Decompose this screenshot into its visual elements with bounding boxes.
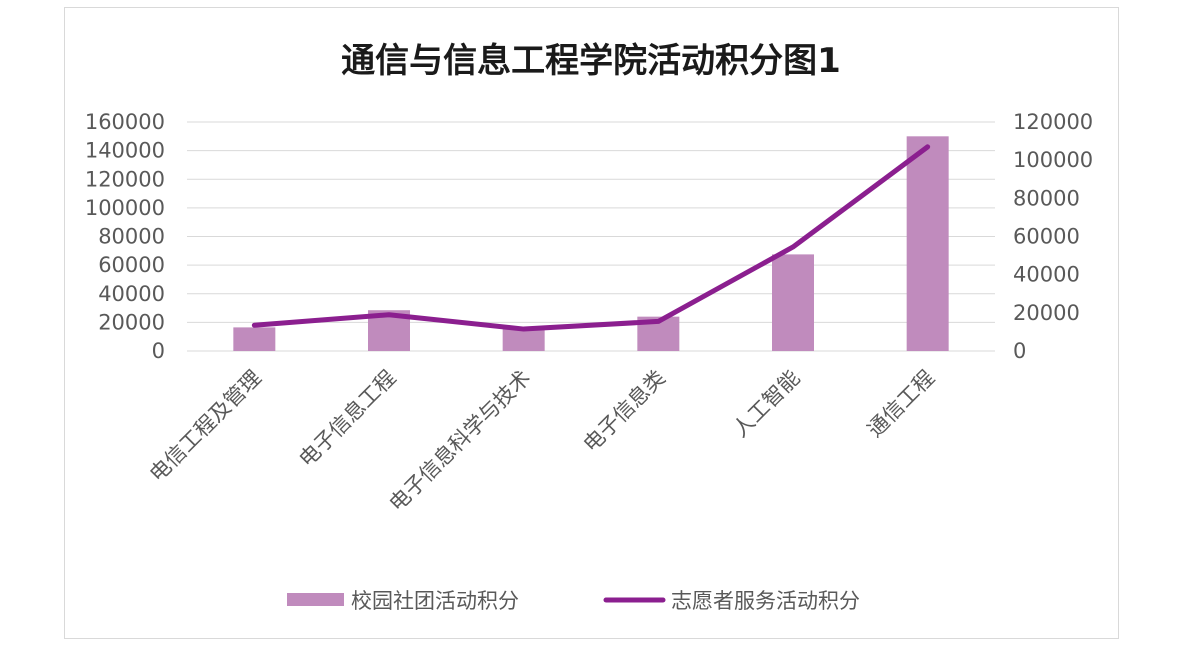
category-label: 通信工程	[863, 366, 939, 442]
bar	[772, 254, 814, 351]
right-axis-ticks: 120000 100000 80000 60000 40000 20000 0	[1013, 110, 1093, 363]
legend-label-bar: 校园社团活动积分	[351, 589, 519, 613]
legend: 校园社团活动积分 志愿者服务活动积分	[287, 589, 860, 613]
bar	[502, 327, 545, 351]
legend-label-line: 志愿者服务活动积分	[671, 589, 860, 613]
left-tick-label: 60000	[98, 253, 165, 277]
right-tick-label: 20000	[1013, 301, 1080, 325]
left-tick-label: 100000	[85, 196, 165, 220]
right-tick-label: 100000	[1013, 148, 1093, 172]
right-tick-label: 80000	[1013, 186, 1080, 210]
left-tick-label: 40000	[98, 282, 165, 306]
chart-frame: 通信与信息工程学院活动积分图1 160000 140000 120000 100000…	[64, 7, 1119, 639]
right-tick-label: 60000	[1013, 225, 1080, 249]
left-tick-label: 140000	[85, 139, 165, 163]
line-path	[251, 144, 931, 332]
bar	[906, 136, 949, 351]
category-label: 电子信息工程	[294, 366, 400, 472]
left-tick-label: 160000	[85, 110, 165, 134]
legend-swatch-bar	[287, 593, 344, 606]
category-label: 电信工程及管理	[145, 366, 266, 487]
left-tick-label: 120000	[85, 167, 165, 191]
category-label: 电子信息科学与技术	[385, 366, 536, 517]
left-tick-label: 20000	[98, 310, 165, 334]
left-tick-label: 0	[152, 339, 165, 363]
chart-title: 通信与信息工程学院活动积分图1	[341, 41, 841, 81]
gridlines	[187, 121, 995, 352]
right-tick-label: 120000	[1013, 110, 1093, 134]
category-label: 电子信息类	[579, 366, 670, 457]
bar-series	[233, 136, 949, 351]
bar	[233, 327, 276, 351]
category-label: 人工智能	[728, 366, 804, 442]
right-tick-label: 40000	[1013, 263, 1080, 287]
right-tick-label: 0	[1013, 339, 1026, 363]
chart-svg: 通信与信息工程学院活动积分图1 160000 140000 120000 100000…	[85, 41, 1093, 613]
line-series	[251, 144, 931, 332]
left-axis-ticks: 160000 140000 120000 100000 80000 60000 40000 2…	[85, 110, 165, 363]
left-tick-label: 80000	[98, 225, 165, 249]
